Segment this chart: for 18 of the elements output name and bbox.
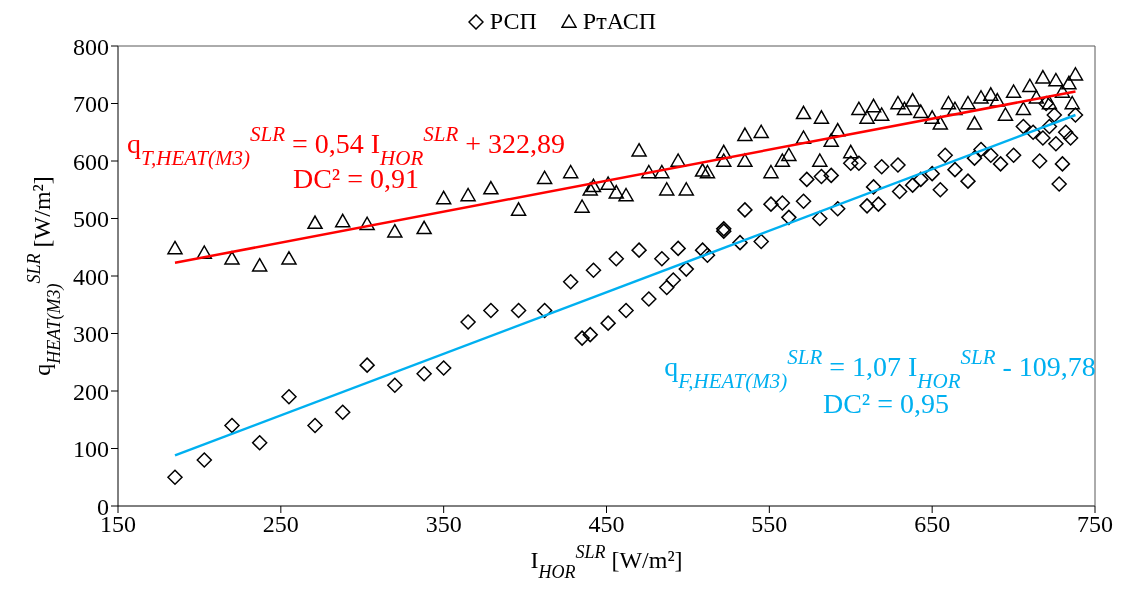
x-tick-label: 550 [751,511,788,538]
y-tick-label: 700 [73,91,109,118]
y-tick-label: 100 [73,436,109,463]
x-tick-label: 250 [262,511,299,538]
x-axis-title: I$_{HOR}$$^{SLR}$ [W/m²] [530,542,683,582]
y-tick-label: 800 [73,33,109,60]
y-tick-label: 400 [73,263,109,290]
legend-label: РтАСП [582,8,657,35]
x-tick-label: 650 [914,511,951,538]
y-tick-label: 600 [73,148,109,175]
x-tick-label: 450 [588,511,625,538]
y-tick-label: 300 [73,321,109,348]
x-tick-label: 750 [1077,511,1113,538]
y-tick-label: 500 [73,206,109,233]
legend-label: РСП [489,8,537,35]
x-tick-label: 350 [425,511,462,538]
y-tick-label: 200 [73,378,109,405]
annotation: q$_{T,HEAT(M3)}$$^{SLR}$ = 0,54 I$_{HOR}$$^{SLR}$ + 322,89 [126,122,566,170]
